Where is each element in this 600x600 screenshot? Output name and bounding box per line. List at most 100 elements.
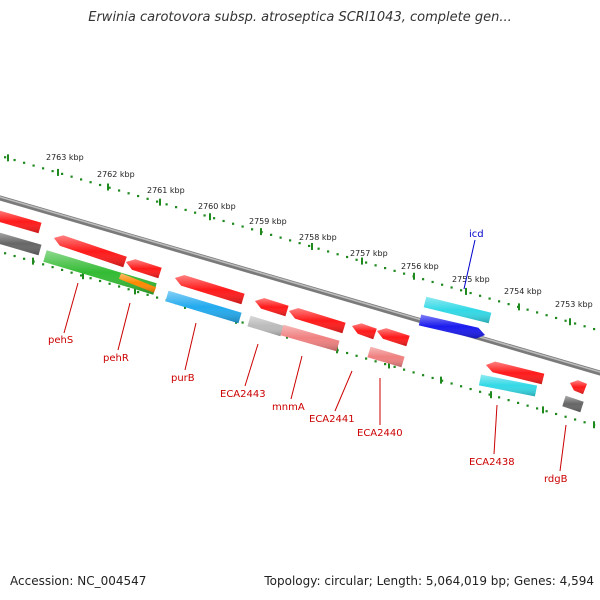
gene-label-leader	[493, 404, 498, 455]
outer-ruler-dot	[355, 258, 358, 261]
gene-label-leader	[559, 424, 567, 472]
gene-red-arrow	[0, 210, 42, 234]
inner-ruler-dot	[70, 271, 73, 274]
outer-ruler-dot	[184, 208, 187, 212]
gene-label-leader	[63, 282, 79, 334]
outer-ruler-dot	[99, 183, 102, 187]
outer-ruler-dot	[374, 264, 377, 267]
gene-label-leader	[463, 239, 476, 290]
inner-ruler-dot	[488, 393, 491, 396]
inner-ruler-dot	[51, 266, 54, 269]
outer-ruler-dot	[393, 269, 396, 272]
outer-ruler-dot	[61, 172, 64, 175]
outer-ruler-dot	[488, 297, 491, 300]
outer-ruler-dot	[545, 314, 548, 317]
inner-ruler-dot	[13, 254, 16, 258]
outer-ruler-dot	[194, 211, 197, 214]
outer-ruler-dot	[317, 247, 320, 250]
gene-pehR-arrow	[118, 273, 157, 293]
gene-label-leader	[244, 343, 259, 387]
inner-ruler-dot	[412, 371, 415, 374]
gene-red-arrow	[352, 323, 377, 340]
inner-ruler-dot	[555, 412, 558, 416]
inner-ruler-dot	[469, 387, 472, 391]
inner-ruler-dot	[498, 396, 501, 399]
inner-ruler-dot	[355, 354, 358, 357]
outer-ruler-dot	[555, 316, 558, 320]
inner-ruler-dot	[99, 279, 102, 283]
tick-label: 2756 kbp	[401, 262, 439, 271]
outer-ruler-dot	[270, 233, 273, 236]
gene-label: mnmA	[272, 402, 305, 413]
accession-label: Accession: NC_004547	[10, 574, 147, 588]
outer-ruler-dot	[450, 286, 453, 289]
backbone-highlight	[0, 196, 600, 373]
gene-red-arrow	[126, 259, 162, 279]
outer-ruler-dot	[346, 255, 349, 259]
outer-ruler-dot	[583, 325, 586, 328]
outer-ruler-dot	[80, 178, 83, 181]
inner-ruler-dot	[517, 401, 520, 404]
backbone-line	[0, 195, 600, 376]
inner-ruler-dot	[374, 360, 377, 363]
gene-label-leader	[184, 322, 197, 371]
outer-ruler-dot	[13, 158, 16, 162]
outer-ruler-dot	[251, 228, 254, 231]
outer-ruler-dot	[327, 250, 330, 253]
outer-ruler-dot	[365, 261, 368, 264]
gene-red-arrow	[486, 361, 545, 385]
inner-ruler-dot	[431, 376, 434, 380]
gene-red-arrow	[255, 298, 289, 317]
outer-ruler	[4, 154, 596, 331]
outer-ruler-dot	[441, 283, 444, 286]
gene-label: icd	[469, 229, 484, 240]
tick-label: 2759 kbp	[249, 217, 287, 226]
outer-ruler-dot	[137, 194, 140, 198]
gene-mnmA-arrow	[280, 324, 340, 352]
gene-red-arrow	[377, 328, 410, 347]
outer-ruler-dot	[384, 267, 387, 270]
gene-ECA2438-arrow	[478, 374, 538, 397]
inner-ruler-dot	[403, 368, 406, 371]
tick-label: 2761 kbp	[147, 186, 185, 195]
outer-ruler-dot	[165, 203, 168, 206]
gene-purB-arrow	[165, 290, 242, 324]
tick-label: 2760 kbp	[198, 202, 236, 211]
outer-ruler-dot	[564, 319, 567, 322]
topology-summary: Topology: circular; Length: 5,064,019 bp…	[264, 574, 594, 588]
outer-ruler-dot	[89, 181, 92, 184]
gene-label-leader	[290, 355, 303, 400]
outer-ruler-dot	[574, 322, 577, 325]
outer-ruler-dot	[118, 189, 121, 192]
inner-ruler-dot	[137, 290, 140, 294]
genome-backbone	[0, 195, 600, 376]
gene-pehS-arrow	[43, 250, 157, 295]
outer-ruler-dot	[4, 156, 7, 159]
outer-ruler-dot	[336, 253, 339, 256]
inner-ruler-dot	[156, 296, 159, 299]
gene-features	[0, 210, 587, 413]
outer-ruler-dot	[479, 294, 482, 297]
gene-label: ECA2443	[220, 389, 266, 400]
gene-label: ECA2440	[357, 428, 403, 439]
inner-ruler-dot	[346, 351, 349, 355]
gene-red-arrow	[175, 275, 245, 305]
outer-ruler-dot	[498, 300, 501, 303]
inner-ruler-dot	[460, 385, 463, 388]
inner-ruler-dot	[536, 407, 539, 410]
inner-ruler-dot	[42, 263, 45, 266]
gene-label: ECA2438	[469, 457, 515, 468]
inner-ruler-dot	[127, 288, 130, 291]
outer-ruler-dot	[507, 303, 510, 306]
gene-icd-arrow	[423, 296, 492, 324]
outer-ruler-dot	[175, 206, 178, 209]
gene-red-arrow	[289, 308, 346, 334]
inner-ruler-dot	[365, 357, 368, 360]
inner-ruler-dot	[507, 399, 510, 402]
inner-ruler-dot	[80, 274, 83, 277]
gene-label: pehS	[48, 335, 73, 346]
tick-label: 2763 kbp	[46, 153, 84, 162]
gene-label-leader	[117, 302, 131, 351]
gene-ECA2440-arrow	[367, 346, 405, 368]
